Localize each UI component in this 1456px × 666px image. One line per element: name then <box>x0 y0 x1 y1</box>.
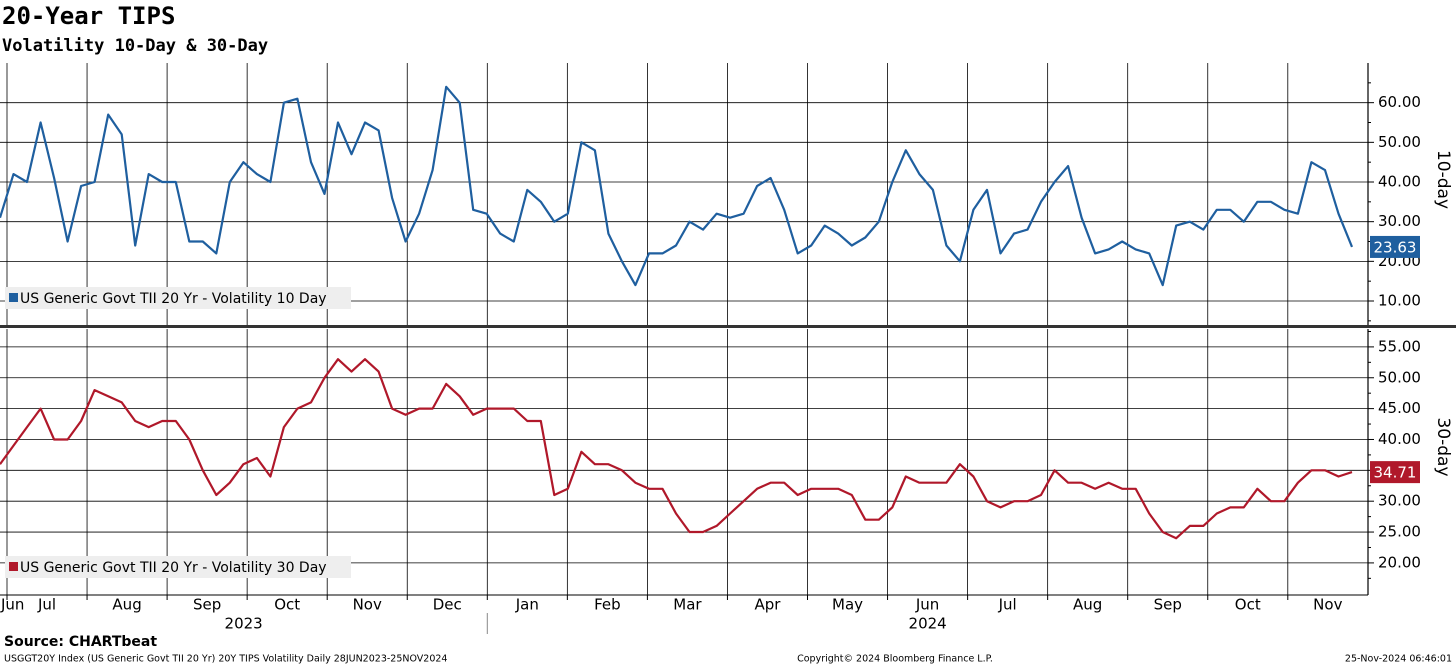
legend-box <box>5 556 351 578</box>
legend-box <box>5 287 351 309</box>
x-tick-label: Jun <box>915 596 939 614</box>
x-tick-label: Dec <box>433 596 462 614</box>
legend-swatch <box>9 293 18 302</box>
y-tick-label: 20.00 <box>1378 553 1421 571</box>
y-tick-label: 30.00 <box>1378 212 1421 230</box>
chart-title: 20-Year TIPS <box>2 2 175 30</box>
x-tick-label: May <box>832 596 863 614</box>
last-value-box <box>1370 461 1420 484</box>
x-tick-label: Oct <box>274 596 300 614</box>
y-tick-label: 30.00 <box>1378 492 1421 510</box>
y-tick-label: 45.00 <box>1378 399 1421 417</box>
footer-right: 25-Nov-2024 06:46:01 <box>1345 654 1452 665</box>
x-tick-label: Aug <box>1073 596 1102 614</box>
x-tick-label: Apr <box>754 596 781 614</box>
y-tick-label: 10.00 <box>1378 292 1421 310</box>
y-tick-label: 50.00 <box>1378 133 1421 151</box>
x-tick-label: Sep <box>193 596 221 614</box>
x-tick-label: Jan <box>515 596 539 614</box>
legend-label: US Generic Govt TII 20 Yr - Volatility 1… <box>20 291 327 307</box>
footer-center: Copyright© 2024 Bloomberg Finance L.P. <box>797 654 993 665</box>
chart-subtitle: Volatility 10-Day & 30-Day <box>2 36 268 56</box>
year-label: 2023 <box>225 615 263 633</box>
year-label: 2024 <box>909 615 947 633</box>
x-tick-label: Nov <box>353 596 382 614</box>
y-tick-label: 50.00 <box>1378 368 1421 386</box>
y-tick-label: 60.00 <box>1378 93 1421 111</box>
source: Source: CHARTbeat <box>4 634 157 650</box>
y-tick-label: 40.00 <box>1378 430 1421 448</box>
x-tick-label: Nov <box>1313 596 1342 614</box>
x-tick-label: Jun <box>0 596 24 614</box>
x-tick-label: Feb <box>594 596 621 614</box>
y-tick-label: 55.00 <box>1378 337 1421 355</box>
last-value-label: 23.63 <box>1374 238 1417 256</box>
x-tick-label: Jul <box>37 596 56 614</box>
x-tick-label: Jul <box>998 596 1017 614</box>
y-axis-label: 10-day <box>1433 150 1453 209</box>
last-value-box <box>1370 235 1420 258</box>
x-tick-label: Mar <box>673 596 702 614</box>
legend-label: US Generic Govt TII 20 Yr - Volatility 3… <box>20 560 327 576</box>
legend-swatch <box>9 562 18 571</box>
x-tick-label: Aug <box>112 596 141 614</box>
y-tick-label: 40.00 <box>1378 173 1421 191</box>
y-tick-label: 25.00 <box>1378 523 1421 541</box>
series-line <box>0 85 1354 287</box>
last-value-label: 34.71 <box>1374 464 1417 482</box>
footer-left: USGGT20Y Index (US Generic Govt TII 20 Y… <box>4 654 447 665</box>
x-tick-label: Sep <box>1154 596 1182 614</box>
x-tick-label: Oct <box>1235 596 1261 614</box>
y-axis-label: 30-day <box>1433 417 1453 476</box>
series-line <box>0 358 1353 540</box>
panel-separator <box>0 325 1456 328</box>
